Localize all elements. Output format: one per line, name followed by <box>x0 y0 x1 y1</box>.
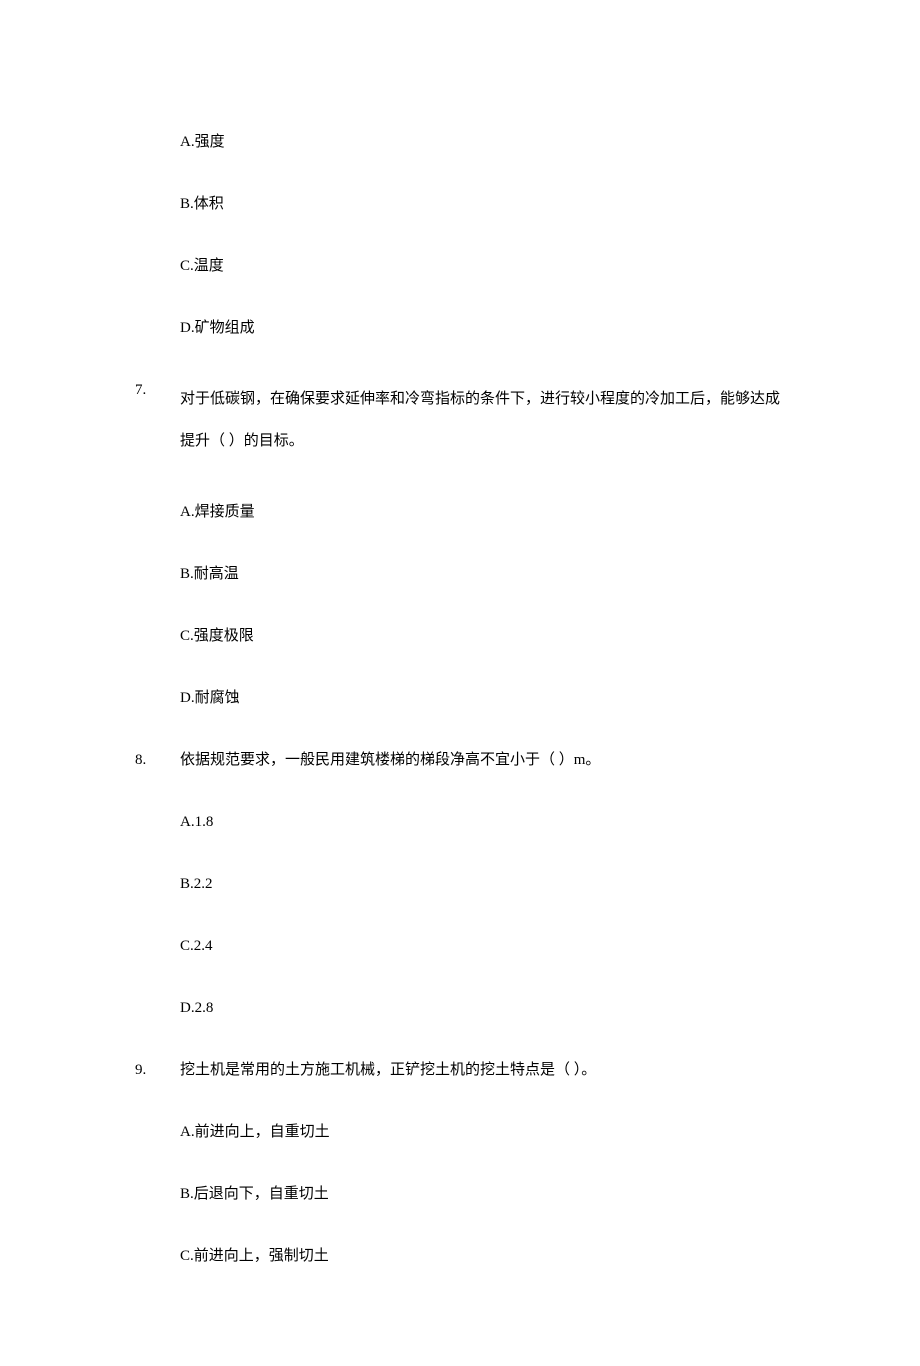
question-stem: 对于低碳钢，在确保要求延伸率和冷弯指标的条件下，进行较小程度的冷加工后，能够达成… <box>180 378 785 462</box>
option-c: C.前进向上，强制切土 <box>180 1244 785 1268</box>
question-options: A.1.8 B.2.2 C.2.4 D.2.8 <box>180 810 785 1020</box>
option-b: B.耐高温 <box>180 562 785 586</box>
document-page: A.强度 B.体积 C.温度 D.矿物组成 7. 对于低碳钢，在确保要求延伸率和… <box>0 0 920 1366</box>
question-options: A.焊接质量 B.耐高温 C.强度极限 D.耐腐蚀 <box>180 500 785 710</box>
option-d: D.耐腐蚀 <box>180 686 785 710</box>
option-c: C.温度 <box>180 254 785 278</box>
question-number: 8. <box>135 748 180 772</box>
question-number: 7. <box>135 378 180 462</box>
question-stem: 依据规范要求，一般民用建筑楼梯的梯段净高不宜小于（ ）m。 <box>180 748 785 772</box>
question-options: A.强度 B.体积 C.温度 D.矿物组成 <box>180 130 785 340</box>
option-d: D.矿物组成 <box>180 316 785 340</box>
option-c: C.2.4 <box>180 934 785 958</box>
question-stem: 挖土机是常用的土方施工机械，正铲挖土机的挖土特点是（ ）。 <box>180 1058 785 1082</box>
option-b: B.2.2 <box>180 872 785 896</box>
question-7: 7. 对于低碳钢，在确保要求延伸率和冷弯指标的条件下，进行较小程度的冷加工后，能… <box>135 378 785 462</box>
option-a: A.1.8 <box>180 810 785 834</box>
question-options: A.前进向上，自重切土 B.后退向下，自重切土 C.前进向上，强制切土 <box>180 1120 785 1268</box>
question-number: 9. <box>135 1058 180 1082</box>
option-a: A.强度 <box>180 130 785 154</box>
option-c: C.强度极限 <box>180 624 785 648</box>
option-d: D.2.8 <box>180 996 785 1020</box>
option-b: B.后退向下，自重切土 <box>180 1182 785 1206</box>
option-b: B.体积 <box>180 192 785 216</box>
option-a: A.前进向上，自重切土 <box>180 1120 785 1144</box>
option-a: A.焊接质量 <box>180 500 785 524</box>
question-8: 8. 依据规范要求，一般民用建筑楼梯的梯段净高不宜小于（ ）m。 <box>135 748 785 772</box>
question-9: 9. 挖土机是常用的土方施工机械，正铲挖土机的挖土特点是（ ）。 <box>135 1058 785 1082</box>
